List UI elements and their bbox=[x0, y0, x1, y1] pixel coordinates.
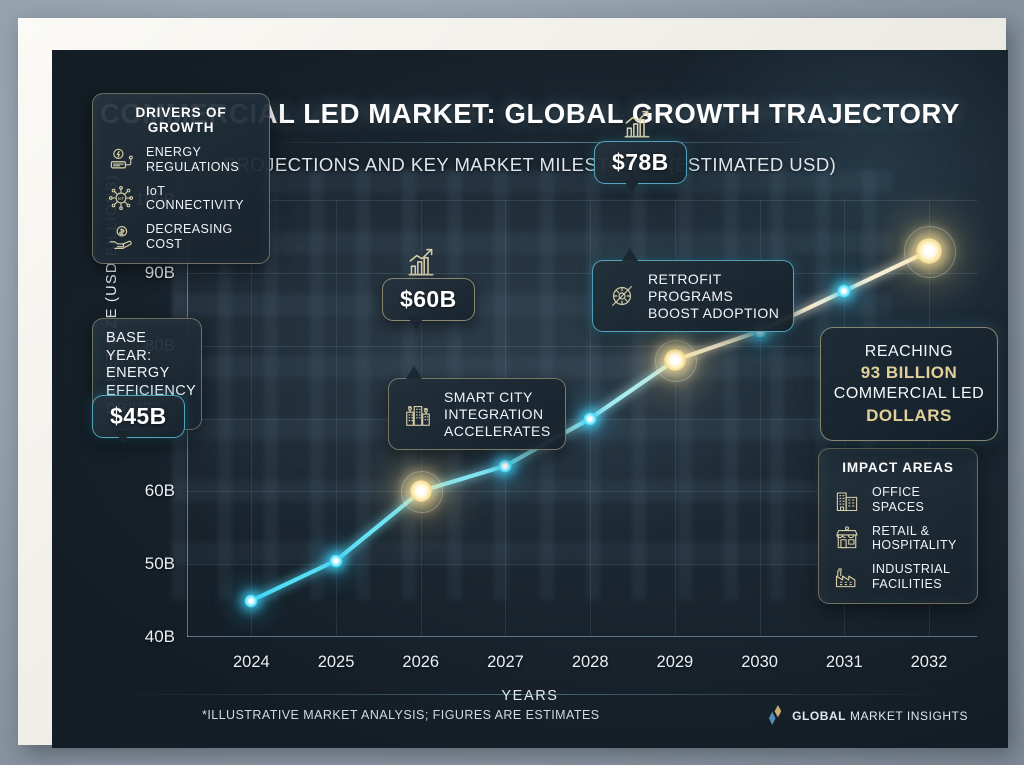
brand-name-bold: GLOBAL bbox=[792, 708, 847, 723]
x-tick-label: 2031 bbox=[825, 653, 863, 671]
final-line-3: COMMERCIAL LED bbox=[833, 385, 985, 403]
y-tick-label: 90B bbox=[144, 262, 175, 282]
footer-disclaimer: *ILLUSTRATIVE MARKET ANALYSIS; FIGURES A… bbox=[202, 708, 600, 722]
gridline-horizontal bbox=[187, 564, 977, 566]
bar-chart-growth-icon bbox=[404, 246, 438, 280]
infographic-panel: COMMERCIAL LED MARKET: GLOBAL GROWTH TRA… bbox=[52, 50, 1008, 748]
gridline-vertical bbox=[251, 200, 253, 637]
smart-city-text: SMART CITY INTEGRATION ACCELERATES bbox=[444, 389, 551, 439]
y-tick-label: 50B bbox=[144, 554, 175, 574]
data-point-2028[interactable] bbox=[583, 412, 597, 425]
base-year-value-badge: $45B bbox=[92, 395, 185, 438]
driver-item-energy-regulations: ENERGY REGULATIONS bbox=[107, 145, 255, 175]
retrofit-icon bbox=[607, 281, 637, 311]
final-milestone-callout: REACHING 93 BILLION COMMERCIAL LED DOLLA… bbox=[820, 327, 998, 442]
impact-label: RETAIL & HOSPITALITY bbox=[872, 523, 957, 553]
footer-divider bbox=[108, 694, 952, 695]
svg-text:IoT: IoT bbox=[118, 196, 125, 201]
impact-label: OFFICE SPACES bbox=[872, 485, 925, 514]
impact-card-title: IMPACT AREAS bbox=[842, 460, 954, 475]
data-point-2029[interactable] bbox=[654, 340, 697, 383]
bar-chart-growth-icon bbox=[620, 108, 654, 142]
factory-icon bbox=[833, 563, 861, 591]
smart-city-callout-body: SMART CITY INTEGRATION ACCELERATES bbox=[388, 378, 566, 451]
diamond-logo-icon bbox=[767, 705, 786, 726]
driver-label: DECREASING COST bbox=[146, 222, 233, 251]
x-tick-label: 2025 bbox=[317, 653, 355, 671]
impact-areas-card: IMPACT AREAS OFFICE SPACES bbox=[818, 448, 978, 604]
gridline-horizontal bbox=[187, 272, 977, 274]
gridline-vertical bbox=[674, 200, 676, 637]
energy-plug-icon bbox=[107, 146, 135, 174]
data-point-2025[interactable] bbox=[329, 554, 343, 568]
gridline-horizontal bbox=[187, 345, 977, 347]
x-tick-label: 2024 bbox=[232, 653, 270, 671]
data-point-2027[interactable] bbox=[498, 459, 512, 473]
driver-label: ENERGY REGULATIONS bbox=[146, 145, 240, 174]
iot-network-icon: IoT bbox=[107, 184, 135, 212]
office-building-icon bbox=[833, 486, 861, 514]
gridline-horizontal bbox=[187, 418, 977, 420]
x-tick-label: 2032 bbox=[910, 653, 948, 671]
x-tick-label: 2029 bbox=[656, 653, 694, 671]
drivers-of-growth-card: DRIVERS OF GROWTH ENERGY REGULATIONS bbox=[92, 93, 270, 264]
y-tick-label: 60B bbox=[144, 481, 175, 501]
gridline-horizontal bbox=[187, 200, 977, 201]
x-tick-label: 2028 bbox=[571, 653, 609, 671]
storefront-icon bbox=[833, 524, 861, 552]
retrofit-callout: RETROFIT PROGRAMS BOOST ADOPTION bbox=[592, 248, 795, 333]
gridline-vertical bbox=[336, 200, 338, 637]
impact-item-office-spaces: OFFICE SPACES bbox=[833, 485, 963, 515]
retrofit-callout-body: RETROFIT PROGRAMS BOOST ADOPTION bbox=[592, 260, 795, 333]
smart-city-callout: SMART CITY INTEGRATION ACCELERATES bbox=[388, 366, 566, 451]
smart-city-icon bbox=[403, 399, 433, 429]
driver-label: IoT CONNECTIVITY bbox=[146, 183, 244, 213]
chart-line-svg bbox=[249, 248, 932, 603]
brand-logo-text: GLOBAL MARKET INSIGHTS bbox=[792, 709, 968, 723]
hand-coin-icon bbox=[107, 223, 135, 251]
x-tick-label: 2026 bbox=[402, 653, 440, 671]
poster-frame: COMMERCIAL LED MARKET: GLOBAL GROWTH TRA… bbox=[18, 18, 1008, 748]
data-point-2031[interactable] bbox=[837, 284, 851, 298]
smart-city-value-badge: $60B bbox=[382, 278, 475, 321]
x-tick-label: 2027 bbox=[487, 653, 524, 671]
driver-item-iot-connectivity: IoT IoT CONNECTIVITY bbox=[107, 184, 255, 214]
drivers-card-title: DRIVERS OF GROWTH bbox=[135, 105, 227, 135]
gridline-vertical bbox=[759, 200, 761, 637]
impact-item-retail-hospitality: RETAIL & HOSPITALITY bbox=[833, 524, 963, 554]
impact-item-industrial-facilities: INDUSTRIAL FACILITIES bbox=[833, 562, 963, 592]
brand-name-rest: MARKET INSIGHTS bbox=[849, 708, 968, 723]
retrofit-text: RETROFIT PROGRAMS BOOST ADOPTION bbox=[648, 271, 780, 321]
final-line-2: 93 BILLION bbox=[860, 363, 958, 383]
data-point-2032[interactable] bbox=[903, 225, 956, 278]
final-line-4: DOLLARS bbox=[866, 405, 952, 425]
data-point-2024[interactable] bbox=[244, 594, 258, 608]
final-line-1: REACHING bbox=[864, 343, 954, 360]
data-point-2026[interactable] bbox=[400, 471, 443, 514]
retrofit-value-badge: $78B bbox=[594, 141, 687, 184]
x-tick-label: 2030 bbox=[741, 653, 778, 671]
brand-logo: GLOBAL MARKET INSIGHTS bbox=[767, 705, 968, 726]
title-divider bbox=[267, 142, 827, 143]
y-tick-label: 40B bbox=[144, 627, 175, 646]
impact-label: INDUSTRIAL FACILITIES bbox=[872, 562, 951, 591]
x-axis-line bbox=[187, 635, 977, 637]
driver-item-decreasing-cost: DECREASING COST bbox=[107, 222, 255, 252]
x-axis-title: YEARS bbox=[501, 688, 559, 704]
gridline-horizontal bbox=[187, 491, 977, 493]
